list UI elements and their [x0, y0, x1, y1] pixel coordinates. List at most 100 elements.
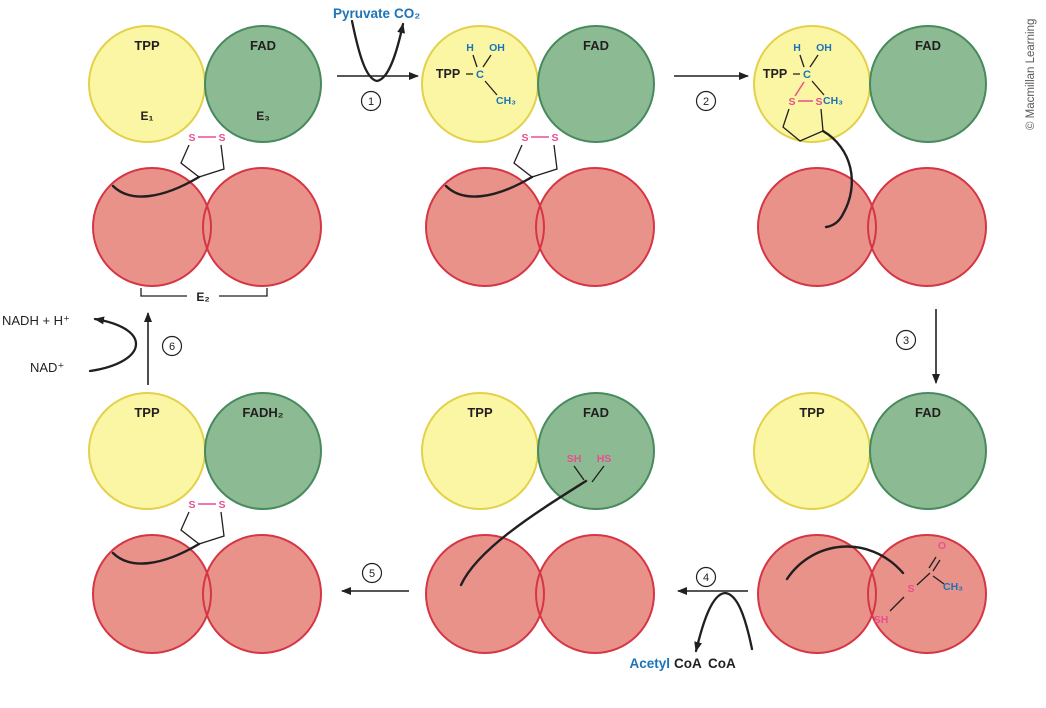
e3-fad-circle-outline	[869, 392, 987, 510]
e2-circle-right-outline	[202, 534, 322, 654]
sulfur-label: S	[521, 132, 528, 144]
nad-nadh-curve	[88, 316, 138, 373]
fad-label: FAD	[915, 38, 941, 53]
tpp-structure-label: TPP	[436, 67, 460, 81]
step-1-badge	[360, 90, 382, 112]
e2-circle-left	[426, 168, 544, 286]
e1-label: E₁	[141, 109, 154, 123]
lipoamide-arm	[444, 175, 534, 198]
thiol-label: SH	[874, 614, 889, 626]
e3-fad-circle-outline	[537, 25, 655, 143]
e2-circle-left	[758, 168, 876, 286]
lipoamide-ring	[180, 511, 225, 545]
step-2-reaction: 2	[674, 72, 749, 112]
e2-circle-left	[93, 535, 211, 653]
e2-circle-left	[93, 168, 211, 286]
acetyl-label: Acetyl	[629, 656, 670, 671]
lipoamide-arm	[785, 545, 905, 581]
step-3-number: 3	[903, 335, 909, 347]
hydrogen-label: H	[793, 42, 801, 54]
e2-circle-right-outline	[867, 167, 987, 287]
e2-circle-right-outline	[535, 534, 655, 654]
e2-circle-right	[868, 535, 986, 653]
hydroxyl-label: OH	[816, 42, 832, 54]
step-3-reaction: 3	[895, 309, 940, 384]
lipoamide-ring	[513, 144, 558, 178]
step-4-reaction: 4 Acetyl CoA CoA	[629, 566, 754, 671]
sulfur-label: S	[551, 132, 558, 144]
step-6-badge	[161, 335, 183, 357]
carbon-label: C	[803, 69, 811, 81]
hydroxyl-label: OH	[489, 42, 505, 54]
tpp-label: TPP	[134, 405, 160, 420]
tpp-label: TPP	[467, 405, 493, 420]
sulfur-label: S	[218, 499, 225, 511]
e2-circle-left-outline	[92, 167, 212, 287]
lipoamide-arm	[459, 479, 588, 587]
carbon-label: C	[476, 69, 484, 81]
tpp-structure-label: TPP	[763, 67, 787, 81]
nad-label: NAD⁺	[30, 360, 64, 375]
fad-label: FAD	[250, 38, 276, 53]
step-3-badge	[895, 329, 917, 351]
step-2-badge	[695, 90, 717, 112]
step-1-reaction: Pyruvate CO₂ 1	[333, 6, 420, 112]
coa-acetylcoa-curve	[694, 591, 754, 653]
sulfur-label: S	[907, 583, 914, 595]
e3-fad-circle	[538, 393, 654, 509]
fad-label: FAD	[583, 405, 609, 420]
e2-circle-right	[203, 168, 321, 286]
thiol-bonds	[573, 465, 605, 483]
lipoamide-arm	[111, 542, 201, 565]
copyright-notice: © Macmillan Learning	[1025, 19, 1037, 130]
acetyl-bonds	[889, 556, 945, 612]
pyruvate-label: Pyruvate	[333, 6, 391, 21]
methyl-label: CH₃	[943, 581, 963, 593]
hydroxyethyl-bonds	[793, 54, 825, 96]
e2-circle-right	[536, 168, 654, 286]
oxygen-label: O	[938, 540, 946, 552]
e3-fadh2-circle-outline	[204, 392, 322, 510]
hydrogen-label: H	[466, 42, 474, 54]
e2-circle-right	[203, 535, 321, 653]
coa-product-label: CoA	[674, 656, 702, 671]
e1-tpp-circle	[754, 393, 870, 509]
e3-fadh2-circle	[205, 393, 321, 509]
e3-fad-circle	[205, 26, 321, 142]
e3-label: E₃	[256, 109, 270, 123]
e1-tpp-circle	[422, 393, 538, 509]
e2-circle-left-outline	[757, 534, 877, 654]
e2-circle-left	[426, 535, 544, 653]
sulfur-label: S	[188, 132, 195, 144]
e3-fad-circle-outline	[204, 25, 322, 143]
thioester-and-disulfide-bonds	[794, 81, 813, 102]
thiol-label: SH	[567, 453, 582, 465]
step-4-badge	[695, 566, 717, 588]
step-4-number: 4	[703, 572, 709, 584]
e1-tpp-circle	[422, 26, 538, 142]
step-6-number: 6	[169, 341, 175, 353]
panel-state-3: FAD TPP C H OH CH₃ S S	[753, 25, 987, 287]
sulfur-label: S	[188, 499, 195, 511]
methyl-label: CH₃	[496, 95, 516, 107]
lipoamide-ring	[782, 108, 824, 142]
e2-circle-right-outline	[867, 534, 987, 654]
methyl-label: CH₃	[823, 95, 843, 107]
fad-label: FAD	[583, 38, 609, 53]
step-1-number: 1	[368, 96, 374, 108]
lipoamide-arm	[111, 175, 201, 198]
e2-circle-right	[868, 168, 986, 286]
pyruvate-co2-curve	[350, 19, 406, 83]
e3-fad-circle-outline	[869, 25, 987, 143]
sulfur-label: S	[788, 96, 795, 108]
step-5-reaction: 5	[341, 562, 409, 595]
e2-circle-left-outline	[425, 167, 545, 287]
e1-tpp-circle	[89, 393, 205, 509]
e2-circle-right-outline	[202, 167, 322, 287]
co2-label: CO₂	[394, 6, 420, 21]
nadh-label: NADH + H⁺	[2, 313, 70, 328]
e2-circle-right	[536, 535, 654, 653]
panel-state-4: TPP FAD S O CH₃ SH	[753, 392, 987, 654]
